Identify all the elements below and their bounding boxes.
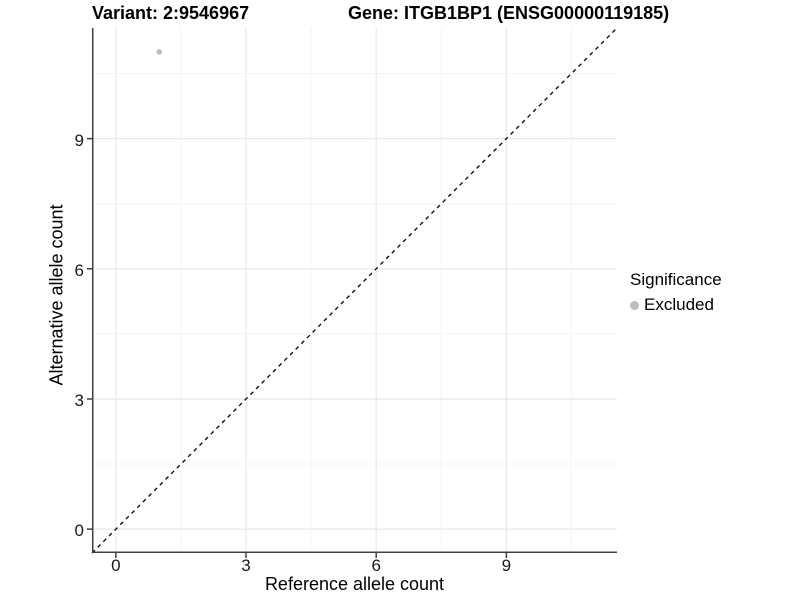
y-axis-title: Alternative allele count [46, 204, 67, 386]
plot-title-gene: Gene: ITGB1BP1 (ENSG00000119185) [348, 3, 670, 23]
legend: Significance Excluded [630, 270, 722, 315]
y-tick-label: 9 [74, 130, 84, 150]
x-tick-label: 0 [111, 556, 121, 575]
y-tick-label: 0 [74, 521, 84, 541]
x-tick-label: 6 [371, 556, 381, 575]
x-tick-label: 3 [241, 556, 251, 575]
plot-panel [87, 27, 618, 558]
y-tick-label: 6 [74, 260, 84, 280]
y-tick-label: 3 [74, 390, 84, 410]
legend-item: Excluded [630, 295, 722, 315]
identity-line [91, 27, 618, 554]
x-tick-label: 9 [501, 556, 512, 575]
legend-items: Excluded [630, 295, 722, 315]
data-point [156, 49, 163, 55]
legend-title: Significance [630, 270, 722, 289]
legend-item-label: Excluded [644, 295, 714, 314]
plot-canvas [87, 27, 618, 558]
legend-key-dot-icon [630, 300, 639, 310]
plot-title-variant: Variant: 2:9546967 [92, 3, 250, 23]
x-axis-title: Reference allele count [264, 574, 445, 594]
